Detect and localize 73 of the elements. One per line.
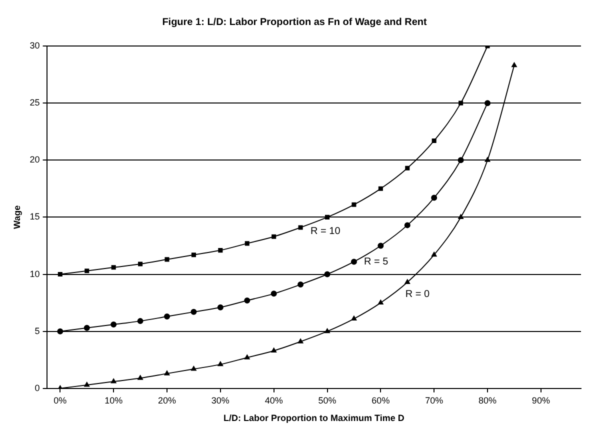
point <box>404 279 410 284</box>
x-tick-label: 10% <box>104 395 123 406</box>
point <box>298 225 303 230</box>
point <box>218 248 223 253</box>
point <box>164 370 170 376</box>
point <box>324 271 330 278</box>
point <box>191 366 196 371</box>
series-label: R = 10 <box>310 226 341 238</box>
point <box>270 290 277 297</box>
point <box>350 258 357 265</box>
point <box>218 361 224 366</box>
point <box>138 262 143 266</box>
y-tick-label: 30 <box>30 40 40 50</box>
point <box>484 157 490 162</box>
x-tick-label: 20% <box>158 395 176 406</box>
point <box>512 62 517 68</box>
point <box>244 354 250 360</box>
point <box>110 378 116 384</box>
point <box>84 382 90 387</box>
point <box>484 100 491 106</box>
x-axis-title: L/D: Labor Proportion to Maximum Time D <box>223 413 405 424</box>
point <box>404 222 410 228</box>
point <box>378 186 383 191</box>
point <box>458 157 464 164</box>
point <box>352 202 356 207</box>
x-tick-label: 30% <box>211 395 230 406</box>
point <box>84 268 90 274</box>
point <box>298 338 304 344</box>
x-tick-label: 80% <box>478 395 497 406</box>
point <box>432 138 436 143</box>
point <box>458 100 464 106</box>
x-tick-label: 70% <box>425 395 444 406</box>
x-tick-label: 50% <box>318 395 336 406</box>
point <box>58 272 62 277</box>
point <box>217 304 224 310</box>
y-tick-label: 10 <box>30 268 40 279</box>
point <box>190 308 197 315</box>
point <box>111 265 116 270</box>
point <box>110 321 117 328</box>
point <box>191 252 196 258</box>
series-label: R = 0 <box>405 289 430 300</box>
point <box>298 282 304 288</box>
point <box>271 348 277 352</box>
point <box>244 298 250 304</box>
y-tick-label: 0 <box>34 382 40 393</box>
point <box>244 241 250 246</box>
x-tick-label: 60% <box>372 395 390 406</box>
y-axis-title: Wage <box>12 205 22 230</box>
point <box>164 257 170 262</box>
y-tick-label: 25 <box>30 98 40 108</box>
chart-title: Figure 1: L/D: Labor Proportion as Fn of Wage and Rent <box>162 16 428 28</box>
point <box>84 324 90 331</box>
point <box>137 318 144 324</box>
point <box>164 313 170 320</box>
point <box>57 328 64 334</box>
point <box>431 252 437 257</box>
point <box>378 300 384 305</box>
series-label: R = 5 <box>364 256 389 268</box>
point <box>431 194 438 201</box>
point <box>324 214 330 220</box>
point <box>351 316 357 321</box>
point <box>138 375 143 380</box>
point <box>272 234 276 239</box>
x-tick-label: 0% <box>54 395 67 406</box>
point <box>405 166 410 170</box>
y-tick-label: 20 <box>30 154 40 165</box>
point <box>324 328 330 334</box>
y-tick-label: 15 <box>30 212 40 222</box>
point <box>458 214 464 219</box>
point <box>378 242 384 249</box>
x-tick-label: 90% <box>532 395 550 406</box>
y-tick-label: 5 <box>34 326 40 336</box>
x-tick-label: 40% <box>264 395 283 406</box>
